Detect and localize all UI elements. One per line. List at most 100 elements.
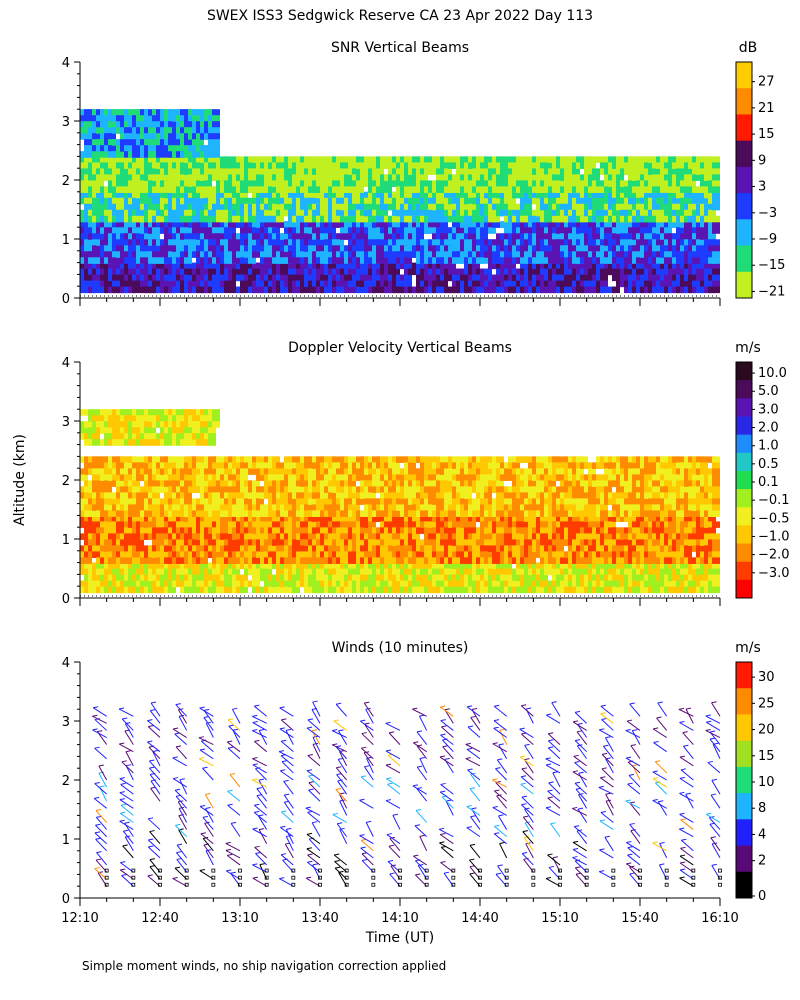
heatmap-cell xyxy=(276,156,284,163)
heatmap-cell xyxy=(244,280,252,288)
heatmap-cell xyxy=(260,191,268,199)
heatmap-cell xyxy=(228,227,236,234)
heatmap-cell xyxy=(216,203,224,211)
heatmap-cell xyxy=(240,180,248,187)
heatmap-cell xyxy=(608,168,616,175)
heatmap-cell xyxy=(276,239,284,246)
heatmap-cell xyxy=(288,580,296,588)
heatmap-cell xyxy=(656,268,664,276)
heatmap-cell xyxy=(116,527,124,534)
heatmap-cell xyxy=(528,174,536,181)
heatmap-cell xyxy=(156,151,164,158)
heatmap-cell xyxy=(392,245,400,252)
heatmap-cell xyxy=(336,239,344,246)
heatmap-cell xyxy=(452,274,460,282)
heatmap-cell xyxy=(280,274,288,282)
heatmap-cell xyxy=(124,203,132,211)
heatmap-cell xyxy=(688,180,696,187)
heatmap-cell xyxy=(140,557,148,564)
heatmap-cell xyxy=(332,562,340,570)
heatmap-cell xyxy=(488,568,496,576)
heatmap-cell xyxy=(268,545,276,552)
heatmap-cell xyxy=(564,286,572,294)
heatmap-cell xyxy=(664,162,672,169)
heatmap-cell xyxy=(492,197,500,205)
heatmap-cell xyxy=(84,262,92,270)
heatmap-cell xyxy=(92,151,100,158)
heatmap-cell xyxy=(136,539,144,546)
heatmap-cell xyxy=(188,262,196,270)
heatmap-cell xyxy=(624,268,632,276)
heatmap-cell xyxy=(252,180,260,187)
heatmap-cell xyxy=(712,268,720,276)
colorbar-label: 21 xyxy=(758,101,775,116)
heatmap-cell xyxy=(332,545,340,552)
heatmap-cell xyxy=(564,280,572,288)
heatmap-cell xyxy=(444,191,452,199)
heatmap-cell xyxy=(712,180,720,187)
heatmap-cell xyxy=(308,221,316,228)
heatmap-cell xyxy=(436,251,444,258)
heatmap-cell xyxy=(292,191,300,199)
heatmap-cell xyxy=(224,545,232,552)
heatmap-cell xyxy=(320,162,328,169)
heatmap-cell xyxy=(692,262,700,270)
heatmap-cell xyxy=(504,568,512,576)
heatmap-cell xyxy=(664,580,672,588)
heatmap-cell xyxy=(556,227,564,234)
heatmap-cell xyxy=(392,521,400,528)
heatmap-cell xyxy=(376,168,384,175)
heatmap-cell xyxy=(404,257,412,264)
heatmap-cell xyxy=(144,233,152,240)
heatmap-cell xyxy=(504,562,512,570)
heatmap-cell xyxy=(420,180,428,187)
heatmap-cell xyxy=(128,245,136,252)
heatmap-cell xyxy=(504,574,512,582)
heatmap-cell xyxy=(404,262,412,270)
heatmap-cell xyxy=(532,215,540,223)
heatmap-cell xyxy=(416,539,424,546)
y-tick-label: 4 xyxy=(62,56,70,71)
heatmap-cell xyxy=(356,186,364,193)
heatmap-cell xyxy=(440,280,448,288)
heatmap-cell xyxy=(600,274,608,282)
heatmap-cell xyxy=(300,551,308,558)
heatmap-cell xyxy=(196,203,204,211)
heatmap-cell xyxy=(360,545,368,552)
heatmap-cell xyxy=(296,274,304,282)
heatmap-cell xyxy=(368,156,376,163)
y-tick-label: 1 xyxy=(62,233,70,248)
heatmap-cell xyxy=(352,168,360,175)
heatmap-cell xyxy=(696,239,704,246)
heatmap-cell xyxy=(324,286,332,294)
heatmap-cell xyxy=(480,197,488,205)
heatmap-cell xyxy=(624,203,632,211)
heatmap-cell xyxy=(556,586,564,594)
heatmap-cell xyxy=(552,233,560,240)
heatmap-cell xyxy=(124,257,132,264)
heatmap-cell xyxy=(260,545,268,552)
heatmap-cell xyxy=(108,145,116,152)
heatmap-cell xyxy=(336,574,344,582)
heatmap-cell xyxy=(544,562,552,570)
heatmap-cell xyxy=(612,209,620,217)
heatmap-cell xyxy=(576,562,584,570)
heatmap-cell xyxy=(692,174,700,181)
heatmap-cell xyxy=(132,203,140,211)
colorbar-swatch xyxy=(736,166,752,194)
heatmap-cell xyxy=(396,227,404,234)
colorbar-label: −9 xyxy=(758,232,777,247)
heatmap-cell xyxy=(620,221,628,228)
colorbar-units: m/s xyxy=(735,340,761,356)
heatmap-cell xyxy=(300,286,308,294)
heatmap-cell xyxy=(396,557,404,564)
heatmap-cell xyxy=(176,145,184,152)
heatmap-cell xyxy=(208,262,216,270)
heatmap-cell xyxy=(424,527,432,534)
heatmap-cell xyxy=(540,221,548,228)
heatmap-cell xyxy=(472,574,480,582)
heatmap-cell xyxy=(712,251,720,258)
heatmap-cell xyxy=(196,180,204,187)
heatmap-cell xyxy=(516,191,524,199)
